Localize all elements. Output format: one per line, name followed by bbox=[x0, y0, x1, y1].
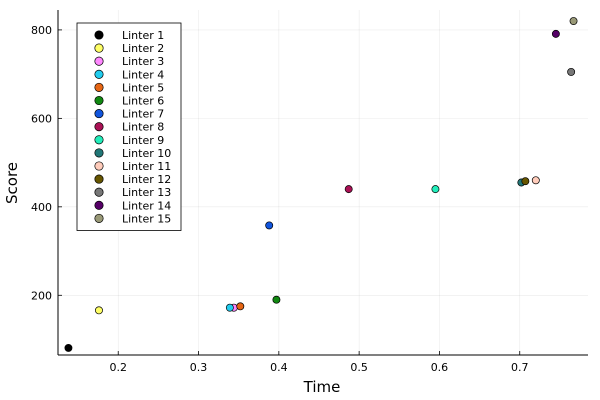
legend-marker-4 bbox=[94, 69, 104, 79]
legend-marker-3 bbox=[94, 56, 104, 66]
legend-marker-11 bbox=[94, 161, 104, 171]
axes bbox=[57, 10, 588, 356]
legend-label-1: Linter 1 bbox=[122, 29, 164, 42]
legend-marker-13 bbox=[94, 187, 104, 197]
legend-marker-1 bbox=[94, 30, 104, 40]
legend-marker-8 bbox=[94, 122, 104, 132]
legend-label-7: Linter 7 bbox=[122, 108, 164, 121]
data-point-9 bbox=[431, 185, 440, 194]
data-point-5 bbox=[236, 302, 245, 311]
legend-marker-6 bbox=[94, 95, 104, 106]
legend-marker-12 bbox=[94, 174, 104, 184]
legend-label-14: Linter 14 bbox=[122, 199, 171, 212]
x-tick-label-3: 0.5 bbox=[350, 361, 368, 374]
legend-marker-5 bbox=[94, 82, 104, 92]
legend-label-4: Linter 4 bbox=[122, 68, 164, 81]
data-point-7 bbox=[265, 221, 274, 230]
legend-label-5: Linter 5 bbox=[122, 81, 164, 94]
data-point-12 bbox=[521, 177, 530, 186]
legend-label-11: Linter 11 bbox=[122, 160, 171, 173]
x-axis-label: Time bbox=[303, 378, 341, 396]
legend-label-10: Linter 10 bbox=[122, 147, 171, 160]
legend-marker-9 bbox=[94, 135, 104, 145]
data-point-1 bbox=[64, 343, 73, 352]
y-tick-label-1: 400 bbox=[31, 201, 52, 214]
legend-marker-15 bbox=[94, 213, 104, 223]
data-point-14 bbox=[551, 29, 560, 38]
tick-labels: 0.2 0.3 0.4 0.5 0.6 0.7 200 400 600 800 bbox=[31, 24, 528, 374]
data-point-2 bbox=[95, 306, 103, 315]
y-tick-label-0: 200 bbox=[31, 289, 52, 302]
legend-marker-14 bbox=[94, 200, 104, 210]
x-tick-label-1: 0.3 bbox=[190, 361, 208, 374]
y-tick-label-3: 800 bbox=[31, 24, 52, 37]
x-tick-label-2: 0.4 bbox=[270, 361, 288, 374]
legend-label-6: Linter 6 bbox=[122, 95, 164, 108]
legend-label-3: Linter 3 bbox=[122, 55, 164, 68]
data-point-4 bbox=[225, 303, 234, 312]
legend-label-2: Linter 2 bbox=[122, 42, 164, 55]
legend-label-12: Linter 12 bbox=[122, 173, 171, 186]
x-tick-label-5: 0.7 bbox=[511, 361, 529, 374]
legend-marker-7 bbox=[94, 109, 104, 119]
data-points bbox=[64, 17, 578, 352]
legend-label-13: Linter 13 bbox=[122, 186, 171, 199]
x-tick-label-0: 0.2 bbox=[109, 361, 127, 374]
x-tick-label-4: 0.6 bbox=[431, 361, 449, 374]
y-axis-label: Score bbox=[3, 162, 21, 204]
legend-marker-10 bbox=[94, 148, 104, 158]
legend-label-9: Linter 9 bbox=[122, 134, 164, 147]
legend-label-15: Linter 15 bbox=[122, 212, 171, 225]
legend-marker-2 bbox=[94, 43, 104, 53]
legend-box bbox=[76, 22, 182, 231]
data-point-13 bbox=[567, 67, 576, 76]
data-point-15 bbox=[569, 17, 578, 26]
y-tick-label-2: 600 bbox=[31, 112, 52, 125]
legend-label-8: Linter 8 bbox=[122, 121, 164, 134]
data-point-11 bbox=[531, 176, 540, 185]
data-point-8 bbox=[344, 185, 353, 194]
data-point-6 bbox=[272, 295, 281, 304]
